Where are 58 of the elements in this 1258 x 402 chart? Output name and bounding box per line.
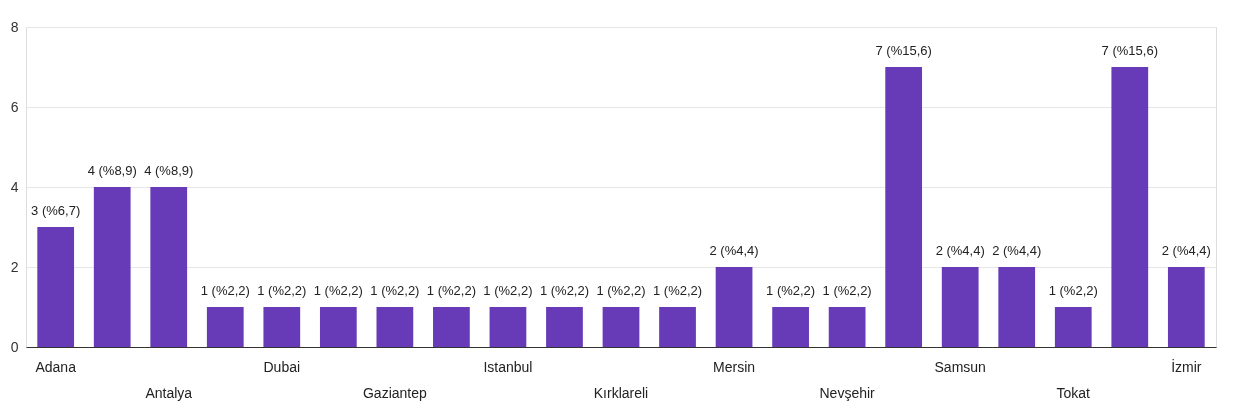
data-label: 1 (%2,2) [426,283,476,298]
bar [772,307,809,347]
bar [93,187,131,347]
data-label: 3 (%6,7) [31,203,81,218]
bar [1167,267,1205,347]
data-label: 7 (%15,6) [875,43,932,58]
bar [828,307,866,347]
x-tick-label: Istanbul [483,359,533,375]
bar [319,307,357,347]
data-label: 1 (%2,2) [596,283,646,298]
bar [998,267,1036,347]
bar [546,307,583,347]
data-label: 4 (%8,9) [144,163,194,178]
y-tick-label: 6 [10,98,19,115]
x-tick-label: Tokat [1056,385,1091,401]
data-label: 2 (%4,4) [1161,243,1211,258]
data-label: 2 (%4,4) [992,243,1042,258]
bar [602,307,640,347]
y-tick-label: 2 [10,258,19,275]
x-tick-label: Dubai [263,359,301,375]
y-tick-label: 8 [10,18,19,35]
bar [885,67,923,347]
bar [37,227,75,347]
bar [1111,67,1149,347]
data-label: 1 (%2,2) [822,283,872,298]
data-label: 1 (%2,2) [1048,283,1098,298]
bar [263,307,301,347]
x-tick-label: Nevşehir [819,385,876,401]
data-label: 7 (%15,6) [1101,43,1158,58]
bar [150,187,188,347]
bar [206,307,244,347]
x-tick-label: Kırklareli [593,385,649,401]
bar [433,307,470,347]
data-label: 1 (%2,2) [652,283,703,298]
data-label: 1 (%2,2) [370,283,420,298]
x-tick-label: İzmir [1171,358,1202,375]
data-label: 1 (%2,2) [313,283,363,298]
x-tick-label: Antalya [145,385,193,401]
bar [659,307,696,347]
bar [376,307,414,347]
data-label: 1 (%2,2) [200,283,250,298]
data-label: 1 (%2,2) [257,283,307,298]
data-label: 1 (%2,2) [483,283,533,298]
x-tick-label: Mersin [713,359,756,375]
data-label: 1 (%2,2) [766,283,816,298]
data-label: 4 (%8,9) [87,163,137,178]
y-tick-label: 0 [10,338,19,355]
bar [1054,307,1092,347]
bar [715,267,753,347]
x-tick-label: Samsun [934,359,986,375]
bar [489,307,527,347]
x-tick-label: Adana [35,359,77,375]
data-label: 2 (%4,4) [709,243,759,258]
x-tick-label: Gaziantep [362,385,427,401]
data-label: 2 (%4,4) [935,243,985,258]
bar [941,267,979,347]
y-tick-label: 4 [10,178,19,195]
data-label: 1 (%2,2) [539,283,590,298]
